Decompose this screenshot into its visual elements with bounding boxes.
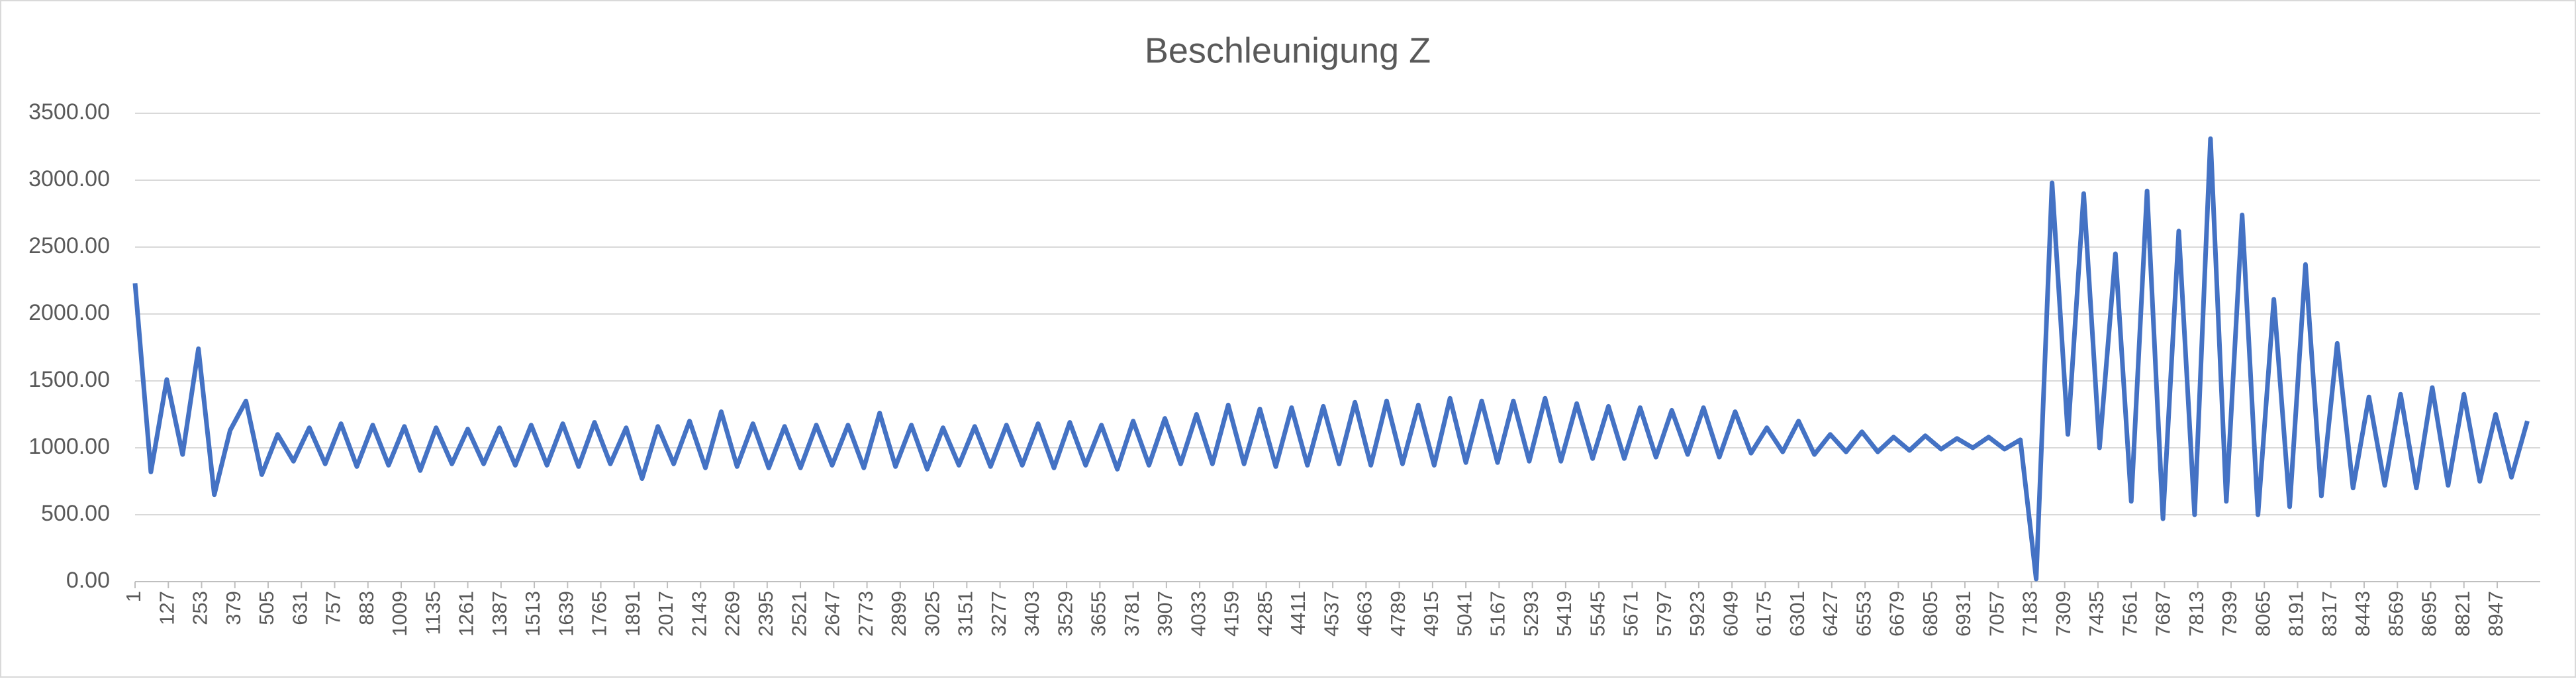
x-tick-label: 7309: [2052, 591, 2075, 637]
x-tick-label: 2521: [787, 591, 810, 637]
x-tick-label: 8569: [2384, 591, 2407, 637]
x-tick-label: 379: [222, 591, 245, 625]
x-tick-label: 7939: [2218, 591, 2241, 637]
y-tick-label: 2500.00: [28, 233, 110, 258]
x-tick-label: 6553: [1852, 591, 1875, 637]
x-tick-label: 5545: [1586, 591, 1609, 637]
x-tick-label: 1009: [388, 591, 411, 637]
x-tick-label: 1135: [421, 591, 444, 635]
x-tick-label: 2395: [754, 591, 777, 637]
data-line: [132, 136, 2530, 582]
x-tick-label: 7561: [2118, 591, 2141, 637]
x-tick-label: 2143: [687, 591, 710, 637]
x-tick-label: 4915: [1419, 591, 1443, 637]
x-tick-label: 6301: [1786, 591, 1809, 637]
x-tick-label: 3151: [954, 591, 977, 637]
x-tick-label: 253: [189, 591, 212, 625]
x-tick-label: 4411: [1286, 591, 1310, 635]
x-tick-label: 5797: [1652, 591, 1676, 637]
x-tick-label: 2269: [721, 591, 744, 637]
x-tick-label: 4285: [1253, 591, 1276, 637]
x-tick-label: 8065: [2251, 591, 2274, 637]
x-tick-label: 7813: [2185, 591, 2208, 637]
x-tick-label: 2773: [854, 591, 877, 637]
x-tick-label: 1891: [621, 591, 644, 637]
x-tick-label: 1765: [588, 591, 611, 637]
x-tick-label: 5293: [1519, 591, 1543, 637]
x-tick-label: 5167: [1486, 591, 1509, 637]
x-tick-label: 1639: [554, 591, 577, 637]
x-tick-label: 6175: [1752, 591, 1776, 637]
x-tick-label: 4537: [1319, 591, 1343, 637]
x-tick-label: 4033: [1186, 591, 1210, 637]
x-tick-label: 3025: [920, 591, 943, 637]
x-tick-label: 1513: [521, 591, 544, 637]
y-tick-label: 0.00: [66, 568, 110, 593]
x-tick-label: 4159: [1220, 591, 1243, 637]
x-tick-label: 3529: [1053, 591, 1076, 637]
x-tick-label: 6427: [1819, 591, 1842, 637]
x-tick-label: 883: [355, 591, 378, 625]
x-tick-label: 8443: [2351, 591, 2374, 637]
x-tick-label: 5041: [1453, 591, 1476, 637]
x-tick-label: 7183: [2019, 591, 2042, 637]
x-tick-label: 6931: [1952, 591, 1975, 637]
x-tick-label: 3907: [1153, 591, 1176, 637]
x-tick-label: 4789: [1386, 591, 1409, 637]
x-tick-label: 7687: [2152, 591, 2175, 637]
x-tick-label: 2647: [821, 591, 844, 637]
chart-title: Beschleunigung Z: [1145, 30, 1431, 70]
x-tick-label: 3403: [1020, 591, 1043, 637]
x-tick-label: 7057: [1985, 591, 2008, 637]
x-tick-label: 8191: [2285, 591, 2308, 637]
y-tick-label: 500.00: [41, 501, 110, 526]
x-tick-label: 2899: [887, 591, 910, 637]
x-tick-label: 8947: [2484, 591, 2507, 637]
x-tick-label: 127: [155, 591, 178, 625]
x-tick-label: 631: [288, 591, 311, 625]
x-tick-label: 6805: [1919, 591, 1942, 637]
x-tick-label: 1387: [488, 591, 511, 637]
y-tick-label: 1000.00: [28, 434, 110, 459]
x-tick-label: 1: [122, 591, 145, 602]
x-tick-label: 2017: [654, 591, 677, 637]
x-tick-label: 6049: [1719, 591, 1742, 637]
y-tick-label: 1500.00: [28, 367, 110, 392]
x-tick-label: 8695: [2418, 591, 2441, 637]
x-tick-label: 1261: [455, 591, 478, 637]
x-tick-label: 3781: [1120, 591, 1143, 637]
x-tick-label: 5671: [1619, 591, 1643, 637]
x-tick-label: 3655: [1087, 591, 1110, 637]
y-tick-label: 2000.00: [28, 300, 110, 325]
x-tick-label: 6679: [1885, 591, 1909, 637]
y-tick-label: 3000.00: [28, 166, 110, 191]
x-tick-label: 505: [255, 591, 278, 625]
x-tick-label: 757: [322, 591, 345, 625]
x-tick-label: 5419: [1552, 591, 1576, 637]
x-tick-label: 8317: [2318, 591, 2341, 637]
x-tick-label: 4663: [1353, 591, 1376, 637]
y-tick-label: 3500.00: [28, 99, 110, 125]
x-tick-label: 8821: [2451, 591, 2474, 637]
x-tick-label: 7435: [2085, 591, 2108, 637]
x-tick-label: 3277: [987, 591, 1010, 637]
x-tick-label: 5923: [1686, 591, 1709, 637]
